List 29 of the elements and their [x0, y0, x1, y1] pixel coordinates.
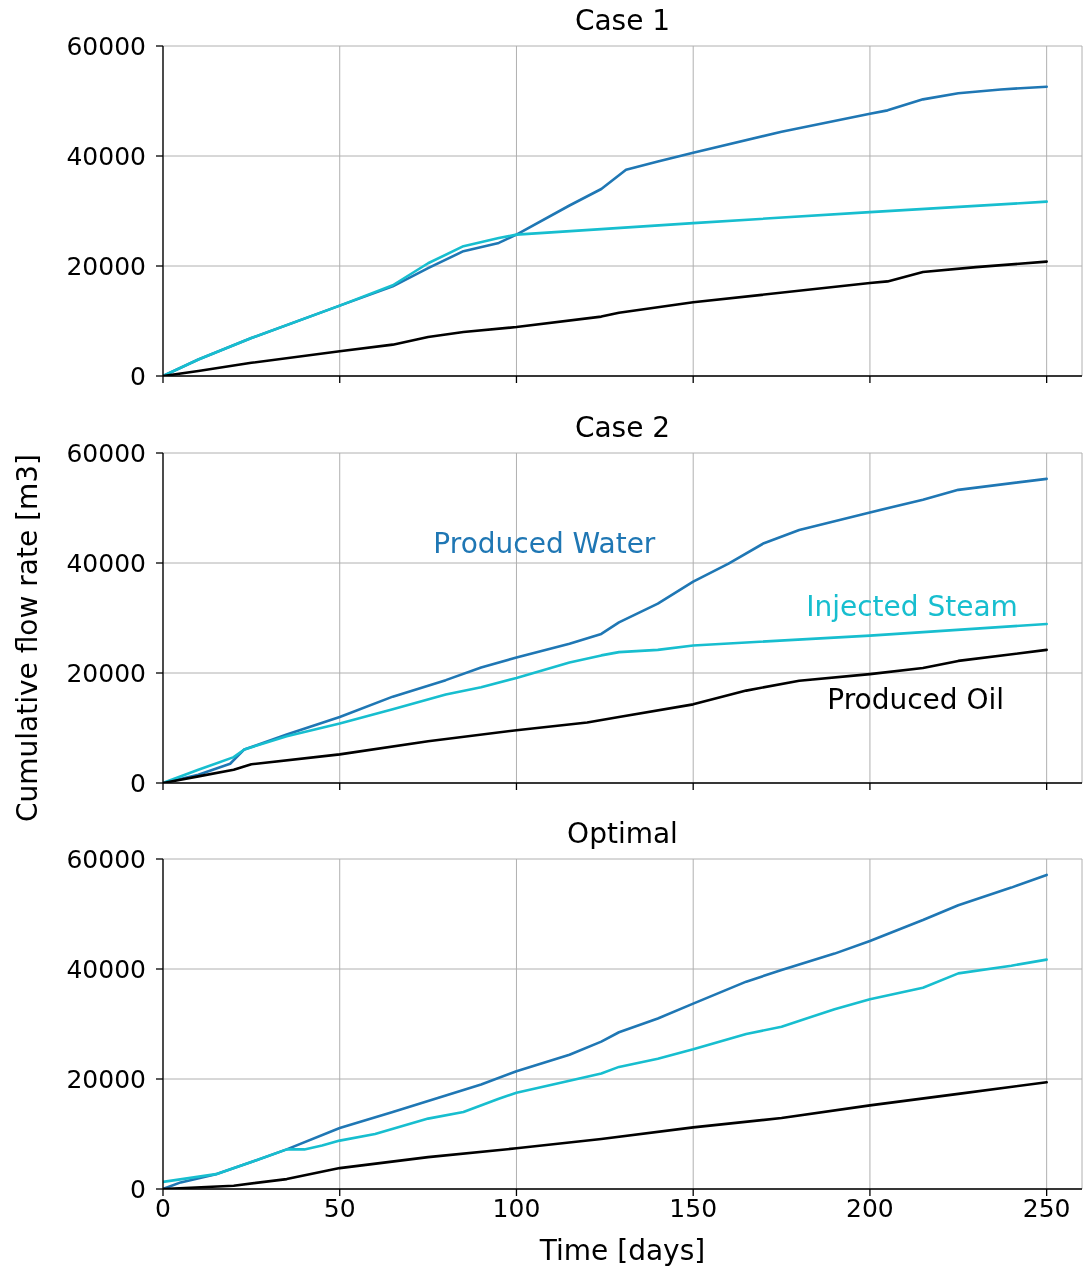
x-tick-label: 250	[1022, 1193, 1071, 1223]
line-series	[163, 622, 1048, 783]
y-tick-label: 60000	[66, 438, 146, 468]
x-tick-label: 150	[669, 1193, 718, 1223]
chart-title: Case 1	[573, 4, 672, 37]
chart-title: Case 2	[573, 411, 672, 444]
x-tick-label: 50	[323, 1193, 356, 1223]
line-series	[163, 958, 1048, 1184]
x-tick-label: 200	[846, 1193, 894, 1223]
series-label: Injected Steam	[806, 590, 1018, 624]
y-axis-title: Cumulative flow rate [m3]	[11, 454, 44, 822]
y-tick-label: 60000	[66, 844, 146, 874]
x-tick-label: 100	[492, 1193, 541, 1223]
y-tick-label: 20000	[66, 658, 146, 688]
y-tick-label: 40000	[66, 548, 146, 578]
y-tick-label: 40000	[66, 954, 146, 984]
line-series	[163, 200, 1048, 376]
series-label: Produced Oil	[827, 682, 1005, 716]
series-label: Produced Water	[433, 527, 656, 561]
y-tick-label: 20000	[66, 251, 146, 281]
x-tick-label: 0	[155, 1193, 171, 1223]
y-tick-label: 0	[130, 361, 146, 391]
y-tick-label: 0	[130, 1174, 146, 1204]
y-tick-label: 20000	[66, 1064, 146, 1094]
chart-title: Optimal	[566, 817, 679, 850]
x-axis-title: Time [days]	[538, 1234, 707, 1267]
y-tick-label: 60000	[66, 31, 146, 61]
y-tick-label: 40000	[66, 141, 146, 171]
y-tick-label: 0	[130, 768, 146, 798]
